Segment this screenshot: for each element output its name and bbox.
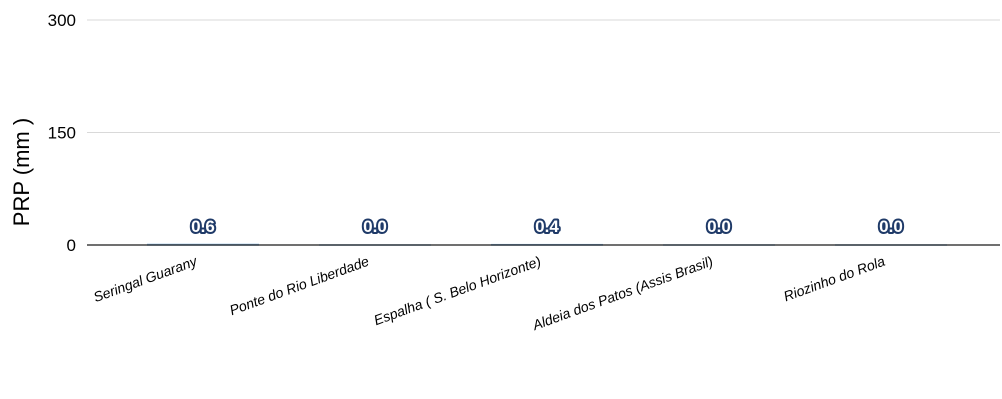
data-label: 0.4 [535,217,559,236]
category-label: Espalha ( S. Belo Horizonte) [372,253,543,328]
data-label: 0.0 [363,217,387,236]
data-label: 0.0 [707,217,731,236]
y-tick-label: 300 [48,11,76,30]
y-tick-label: 150 [48,124,76,143]
data-labels: 0.6 0.0 0.4 0.0 0.0 [189,215,905,238]
y-tick-labels: 0 150 300 [48,11,76,255]
category-label: Aldeia dos Patos (Assis Brasil) [529,253,715,334]
y-axis-title: PRP (mm ) [9,118,34,226]
category-label: Riozinho do Rola [781,253,887,305]
grid-lines [87,19,1000,133]
data-label: 0.6 [191,217,215,236]
category-label: Ponte do Rio Liberdade [227,253,371,318]
data-label: 0.0 [879,217,903,236]
y-tick-label: 0 [67,236,76,255]
category-label: Seringal Guarany [91,252,200,305]
category-labels: Seringal Guarany Ponte do Rio Liberdade Es… [91,252,887,333]
